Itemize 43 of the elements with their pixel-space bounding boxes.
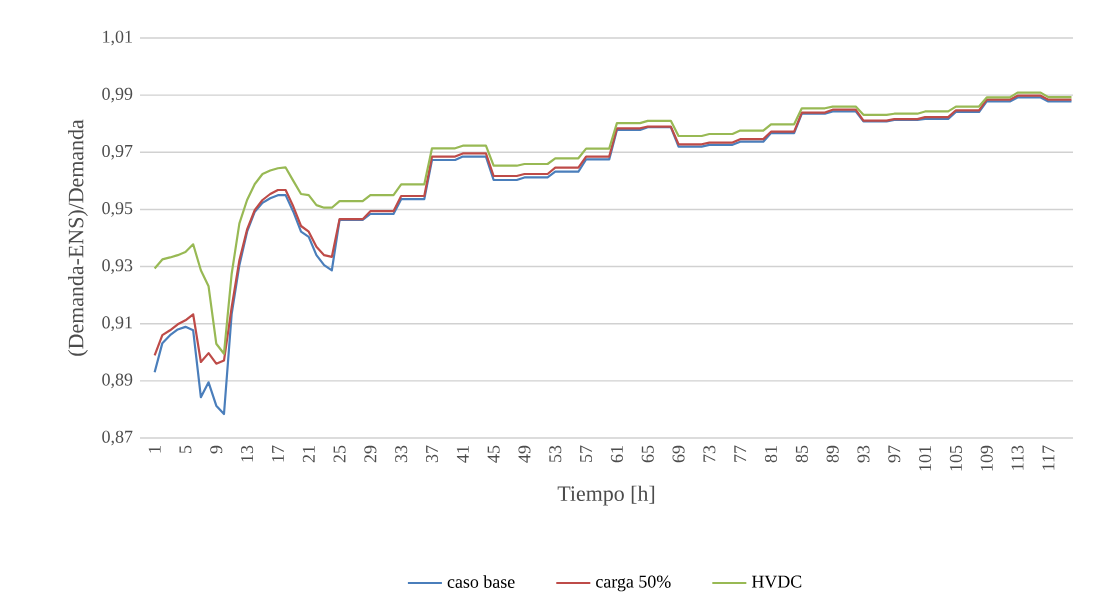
x-tick-label: 41 [456, 446, 469, 463]
legend-label: carga 50% [596, 575, 671, 592]
y-tick-label: 0,95 [102, 202, 133, 217]
y-axis-title: (Demanda-ENS)/Demanda [68, 119, 88, 356]
x-tick-label: 113 [1011, 445, 1024, 470]
x-tick-label: 5 [179, 445, 192, 453]
y-tick-label: 1,01 [103, 30, 132, 46]
x-tick-label: 117 [1042, 445, 1055, 470]
x-tick-label: 81 [764, 446, 778, 463]
x-axis-title: Tiempo [h] [557, 485, 655, 506]
x-tick-label: 25 [333, 445, 346, 463]
y-tick-label: 0,89 [102, 373, 133, 389]
x-tick-label: 29 [364, 445, 377, 463]
x-tick-label: 69 [672, 445, 685, 463]
x-tick-label: 77 [734, 445, 747, 462]
x-tick-label: 1 [148, 446, 161, 453]
x-tick-label: 85 [795, 445, 808, 463]
x-tick-label: 49 [518, 445, 531, 463]
x-tick-label: 17 [271, 445, 284, 462]
x-tick-label: 97 [888, 445, 901, 463]
y-tick-label: 0,97 [102, 144, 133, 160]
x-tick-label: 73 [703, 445, 716, 462]
x-tick-label: 21 [302, 446, 315, 463]
x-tick-label: 9 [210, 445, 223, 454]
x-tick-label: 109 [980, 445, 993, 471]
y-tick-label: 0,87 [102, 430, 133, 446]
x-tick-label: 53 [549, 445, 562, 462]
x-tick-label: 105 [949, 445, 962, 471]
y-tick-label: 0,91 [102, 316, 132, 332]
x-tick-label: 101 [919, 446, 932, 471]
x-tick-label: 93 [857, 445, 870, 463]
x-tick-label: 65 [641, 445, 654, 463]
x-tick-label: 89 [826, 445, 839, 463]
legend-label: HVDC [751, 575, 802, 588]
x-tick-label: 45 [487, 445, 500, 463]
x-tick-label: 33 [395, 445, 408, 463]
y-tick-label: 0,99 [102, 87, 133, 103]
x-tick-label: 13 [241, 445, 254, 462]
x-tick-label: 37 [425, 445, 439, 463]
y-tick-label: 0,93 [102, 259, 133, 274]
x-tick-label: 57 [580, 445, 593, 462]
x-tick-label: 61 [610, 446, 623, 463]
legend-label: caso base [447, 575, 515, 588]
